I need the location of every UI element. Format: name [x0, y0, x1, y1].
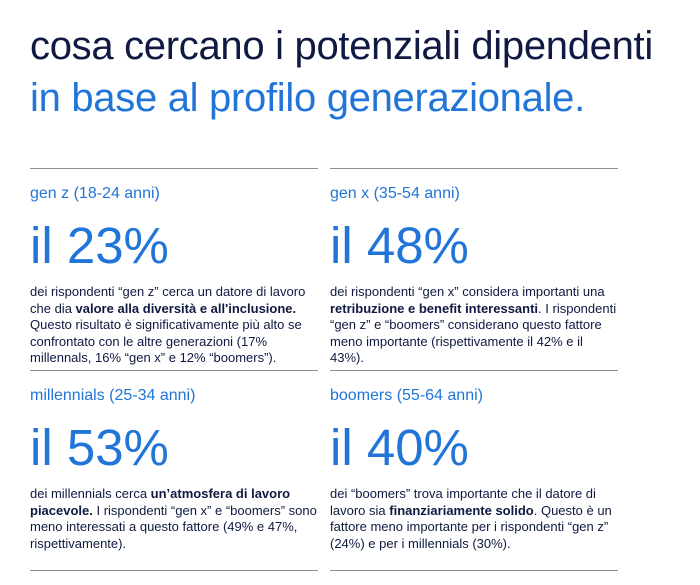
bottom-divider: [30, 570, 318, 571]
divider: [30, 168, 318, 169]
stat-description: dei millennials cerca un’atmosfera di la…: [30, 476, 318, 552]
bottom-divider: [330, 570, 618, 571]
description-text: dei “boomers” trova importante che il da…: [330, 486, 596, 518]
stat-value: il 40%: [330, 419, 469, 476]
stat-value: il 23%: [30, 217, 169, 274]
stat-value: il 53%: [30, 419, 169, 476]
page-title-line-2: in base al profilo generazionale.: [30, 76, 585, 120]
divider: [330, 168, 618, 169]
stat-card-gen-x: gen x (35-54 anni) il 48% dei rispondent…: [330, 168, 618, 367]
generation-label: boomers (55-64 anni): [330, 387, 483, 404]
stat-description: dei “boomers” trova importante che il da…: [330, 476, 618, 552]
description-text: dei rispondenti “gen z” cerca un datore …: [30, 284, 306, 316]
emphasis-text: valore alla diversità e all'inclusione.: [75, 300, 297, 316]
description-text: . I rispondenti “gen z” e “boomers” cons…: [330, 300, 617, 366]
stat-description: dei rispondenti “gen x” considera import…: [330, 274, 618, 367]
description-text: I rispondenti “gen x” e “boomers” sono m…: [30, 502, 317, 551]
page-title: cosa cercano i potenziali dipendenti in …: [30, 20, 653, 124]
stat-card-gen-z: gen z (18-24 anni) il 23% dei rispondent…: [30, 168, 318, 367]
description-text: Questo risultato è significativamente pi…: [30, 317, 302, 365]
divider: [330, 370, 618, 371]
stat-description: dei rispondenti “gen z” cerca un datore …: [30, 274, 318, 367]
description-text: dei millennials cerca: [30, 486, 151, 501]
stat-value: il 48%: [330, 217, 469, 274]
description-text: dei rispondenti “gen x” considera import…: [330, 284, 605, 299]
emphasis-text: retribuzione e benefit interessanti: [330, 300, 539, 316]
generation-label: millennials (25-34 anni): [30, 387, 196, 404]
stat-card-boomers: boomers (55-64 anni) il 40% dei “boomers…: [330, 370, 618, 552]
divider: [30, 370, 318, 371]
stat-card-millennials: millennials (25-34 anni) il 53% dei mill…: [30, 370, 318, 552]
generation-label: gen z (18-24 anni): [30, 185, 160, 202]
emphasis-text: finanziariamente solido: [389, 502, 534, 518]
generation-label: gen x (35-54 anni): [330, 185, 460, 202]
description-text: . Questo è un fattore meno importante pe…: [330, 502, 612, 551]
emphasis-text: un’atmosfera di lavoro piacevole.: [30, 486, 291, 518]
page-title-line-1: cosa cercano i potenziali dipendenti: [30, 24, 653, 68]
